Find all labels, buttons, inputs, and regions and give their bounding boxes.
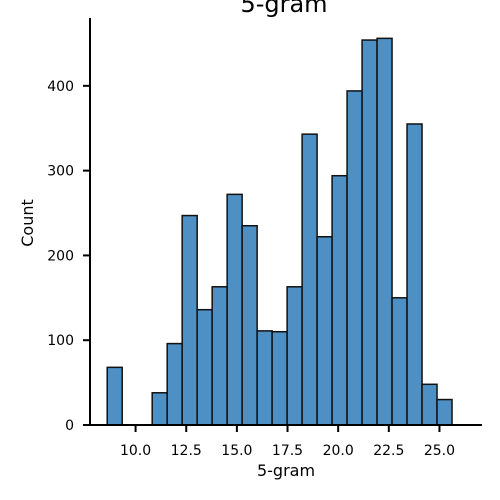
histogram-bar — [316, 236, 333, 426]
histogram-bar — [271, 330, 288, 426]
histogram-bar — [361, 39, 378, 426]
chart-title: 5-gram — [240, 0, 327, 18]
x-ticks-group: 10.0 12.5 15.0 17.5 20.0 22.5 25.0 — [120, 425, 455, 459]
y-tick-label: 300 — [47, 164, 74, 180]
histogram-bar — [436, 398, 453, 426]
histogram-bar — [151, 392, 168, 426]
x-tick-label: 15.0 — [221, 443, 252, 459]
y-axis-label: Count — [18, 199, 37, 247]
y-ticks-group: 0 100 200 300 400 — [47, 79, 90, 434]
histogram-bar — [391, 297, 408, 426]
histogram-bar — [241, 224, 258, 426]
histogram-bar — [226, 193, 243, 426]
histogram-bar — [181, 214, 198, 426]
x-tick-label: 12.5 — [171, 443, 202, 459]
histogram-bar — [376, 37, 393, 426]
bars-group — [106, 37, 453, 426]
x-tick-label: 22.5 — [373, 443, 404, 459]
histogram-bar — [106, 366, 123, 426]
y-tick-label: 0 — [65, 418, 74, 434]
histogram-bar — [166, 342, 183, 426]
histogram-bar — [421, 383, 438, 426]
x-tick-label: 25.0 — [424, 443, 455, 459]
histogram-bar — [211, 286, 228, 426]
y-tick-label: 100 — [47, 333, 74, 349]
histogram-bar — [256, 330, 273, 426]
x-tick-label: 17.5 — [272, 443, 303, 459]
histogram-bar — [406, 123, 423, 426]
x-tick-label: 20.0 — [323, 443, 354, 459]
histogram-bar — [301, 133, 318, 426]
histogram-bar — [346, 90, 363, 426]
histogram-bar — [196, 308, 213, 426]
histogram-bar — [331, 174, 348, 426]
histogram-bar — [286, 286, 303, 426]
x-axis-label: 5-gram — [257, 461, 315, 480]
y-tick-label: 400 — [47, 79, 74, 95]
x-tick-label: 10.0 — [120, 443, 151, 459]
y-tick-label: 200 — [47, 248, 74, 264]
